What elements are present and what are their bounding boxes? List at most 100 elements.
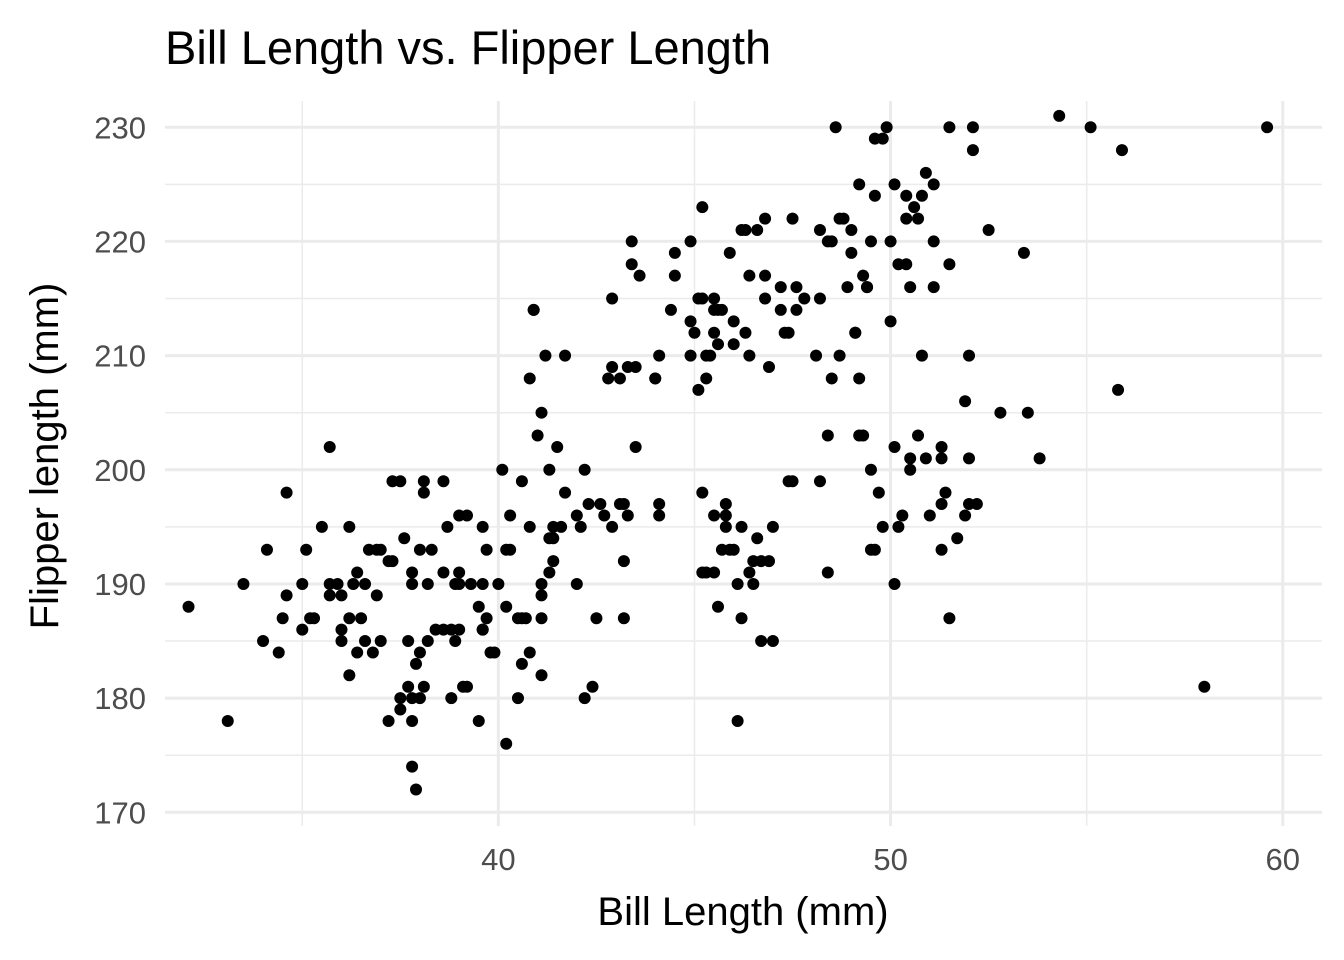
- points: [182, 109, 1274, 796]
- data-point: [504, 509, 517, 522]
- data-point: [402, 635, 415, 648]
- data-point: [343, 520, 356, 533]
- data-point: [963, 349, 976, 362]
- x-axis-label: Bill Length (mm): [597, 890, 888, 934]
- data-point: [837, 212, 850, 225]
- y-tick-label: 230: [94, 110, 146, 145]
- data-point: [625, 235, 638, 248]
- data-point: [766, 635, 779, 648]
- data-point: [696, 201, 709, 214]
- data-point: [488, 646, 501, 659]
- data-point: [653, 509, 666, 522]
- data-point: [735, 520, 748, 533]
- data-point: [398, 532, 411, 545]
- data-point: [888, 440, 901, 453]
- data-point: [394, 475, 407, 488]
- data-point: [712, 600, 725, 613]
- data-point: [723, 246, 736, 259]
- data-point: [351, 566, 364, 579]
- data-point: [951, 532, 964, 545]
- data-point: [347, 577, 360, 590]
- data-point: [1084, 121, 1097, 134]
- data-point: [884, 235, 897, 248]
- data-point: [445, 692, 458, 705]
- data-point: [1017, 246, 1030, 259]
- data-point: [1021, 406, 1034, 419]
- data-point: [606, 520, 619, 533]
- data-point: [696, 292, 709, 305]
- data-point: [515, 475, 528, 488]
- data-point: [700, 372, 713, 385]
- data-point: [966, 144, 979, 157]
- data-point: [774, 281, 787, 294]
- data-point: [308, 612, 321, 625]
- data-point: [845, 246, 858, 259]
- data-point: [417, 475, 430, 488]
- data-point: [374, 543, 387, 556]
- data-point: [935, 543, 948, 556]
- data-point: [515, 657, 528, 670]
- data-point: [515, 612, 528, 625]
- data-point: [280, 486, 293, 499]
- data-point: [594, 498, 607, 511]
- data-point: [570, 577, 583, 590]
- data-point: [653, 498, 666, 511]
- data-point: [453, 566, 466, 579]
- data-point: [449, 635, 462, 648]
- data-point: [555, 520, 568, 533]
- data-point: [943, 612, 956, 625]
- data-point: [900, 189, 913, 202]
- data-point: [1112, 383, 1125, 396]
- data-point: [366, 646, 379, 659]
- data-point: [755, 555, 768, 568]
- data-point: [323, 577, 336, 590]
- data-point: [606, 361, 619, 374]
- data-point: [653, 349, 666, 362]
- data-point: [743, 349, 756, 362]
- data-point: [335, 623, 348, 636]
- data-point: [747, 577, 760, 590]
- data-point: [237, 577, 250, 590]
- data-point: [1053, 109, 1066, 122]
- data-point: [821, 566, 834, 579]
- x-axis-ticks: 40 50 60: [481, 842, 1300, 877]
- data-point: [923, 509, 936, 522]
- data-point: [413, 543, 426, 556]
- y-axis-label: Flipper length (mm): [23, 283, 67, 630]
- data-point: [755, 635, 768, 648]
- data-point: [453, 509, 466, 522]
- grid: [165, 101, 1322, 826]
- data-point: [323, 589, 336, 602]
- data-point: [410, 783, 423, 796]
- data-point: [912, 212, 925, 225]
- data-point: [578, 692, 591, 705]
- data-point: [959, 395, 972, 408]
- data-point: [904, 452, 917, 465]
- data-point: [535, 589, 548, 602]
- data-point: [535, 406, 548, 419]
- x-tick-label: 60: [1266, 842, 1300, 877]
- data-point: [1261, 121, 1274, 134]
- data-point: [480, 543, 493, 556]
- data-point: [413, 646, 426, 659]
- data-point: [696, 486, 709, 499]
- data-point: [731, 577, 744, 590]
- data-point: [504, 543, 517, 556]
- data-point: [527, 303, 540, 316]
- data-point: [464, 577, 477, 590]
- data-point: [182, 600, 195, 613]
- data-point: [684, 349, 697, 362]
- data-point: [359, 577, 372, 590]
- data-point: [221, 714, 234, 727]
- data-point: [853, 372, 866, 385]
- data-point: [598, 509, 611, 522]
- data-point: [825, 372, 838, 385]
- data-point: [272, 646, 285, 659]
- data-point: [735, 612, 748, 625]
- data-point: [535, 612, 548, 625]
- data-point: [1033, 452, 1046, 465]
- data-point: [296, 577, 309, 590]
- data-point: [370, 589, 383, 602]
- data-point: [315, 520, 328, 533]
- data-point: [629, 440, 642, 453]
